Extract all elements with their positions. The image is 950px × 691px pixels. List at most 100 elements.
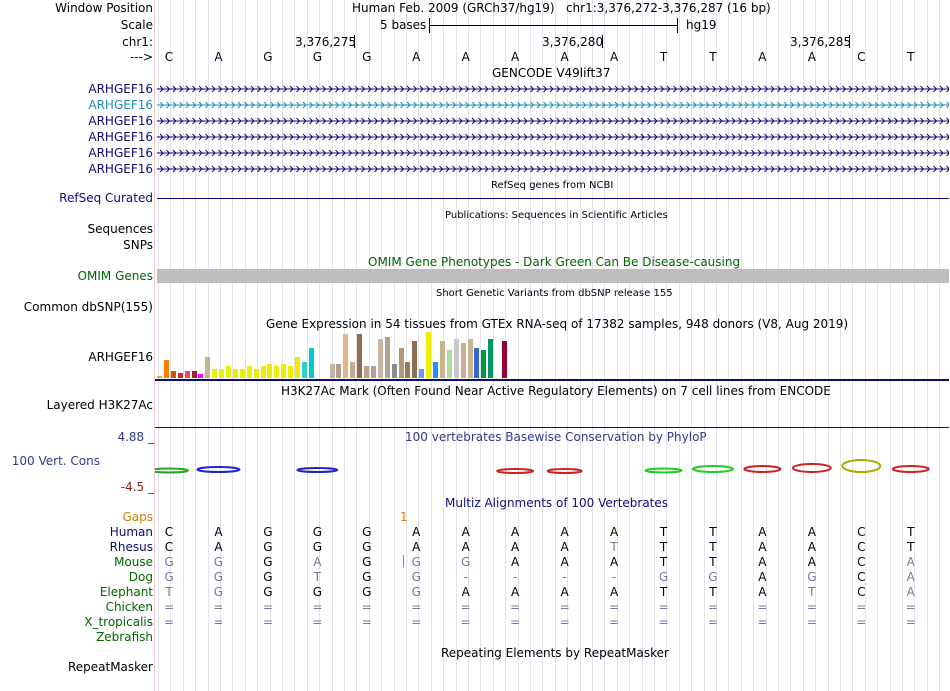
gridline [778, 0, 779, 691]
dna-base: A [412, 50, 421, 64]
gtex-tissue-bar[interactable] [177, 373, 183, 378]
gtex-tissue-bar[interactable] [232, 369, 238, 378]
gtex-tissue-bar[interactable] [446, 350, 452, 378]
omim-gene-bar[interactable] [157, 269, 949, 283]
gtex-tissue-bar[interactable] [412, 341, 418, 378]
alignment-base: G [213, 555, 224, 569]
gtex-gene-label[interactable]: ARHGEF16 [88, 350, 153, 364]
gtex-tissue-bar[interactable] [384, 337, 390, 378]
h3k27ac-label[interactable]: Layered H3K27Ac [46, 398, 153, 412]
gtex-tissue-bar[interactable] [495, 373, 501, 378]
alignment-base: = [757, 600, 768, 614]
gencode-transcript-line[interactable] [157, 149, 949, 157]
species-label[interactable]: Zebrafish [96, 630, 153, 644]
gtex-tissue-bar[interactable] [226, 366, 231, 378]
species-label[interactable]: X_tropicalis [84, 615, 153, 629]
gencode-transcript-label[interactable]: ARHGEF16 [88, 82, 153, 96]
gtex-tissue-bar[interactable] [343, 334, 349, 378]
alignment-base: = [213, 615, 224, 629]
refseq-curated-label[interactable]: RefSeq Curated [59, 191, 153, 205]
gtex-tissue-bar[interactable] [260, 366, 266, 378]
gtex-tissue-bar[interactable] [336, 364, 342, 378]
gridline [319, 0, 321, 691]
gencode-transcript-label[interactable]: ARHGEF16 [88, 114, 153, 128]
coord-tick [354, 35, 355, 48]
gencode-transcript-label[interactable]: ARHGEF16 [88, 98, 153, 112]
gencode-transcript-label[interactable]: ARHGEF16 [88, 130, 153, 144]
gtex-tissue-bar[interactable] [467, 339, 473, 378]
gtex-tissue-bar[interactable] [295, 357, 300, 378]
species-label[interactable]: Rhesus [109, 540, 153, 554]
gtex-tissue-bar[interactable] [198, 374, 204, 378]
gencode-transcript-line[interactable] [157, 133, 949, 141]
phylop-base-glyph [496, 468, 535, 474]
gtex-tissue-bar[interactable] [439, 341, 445, 378]
gtex-tissue-bar[interactable] [288, 366, 294, 378]
gtex-tissue-bar[interactable] [308, 348, 314, 378]
alignment-base: G [411, 585, 421, 599]
gridline [244, 0, 246, 691]
gtex-tissue-bar[interactable] [219, 369, 225, 378]
publications-sequences-label[interactable]: Sequences [87, 222, 153, 236]
gtex-tissue-bar[interactable] [157, 376, 162, 378]
gtex-tissue-bar[interactable] [239, 369, 245, 378]
gtex-tissue-bar[interactable] [398, 348, 404, 378]
gtex-tissue-bar[interactable] [212, 369, 218, 378]
species-label[interactable]: Human [109, 525, 153, 539]
gtex-tissue-bar[interactable] [357, 334, 363, 378]
refseq-gene-line[interactable] [157, 198, 949, 199]
gtex-tissue-bar[interactable] [163, 360, 169, 378]
gtex-tissue-bar[interactable] [281, 364, 287, 378]
gtex-tissue-bar[interactable] [170, 371, 176, 378]
gtex-tissue-bar[interactable] [184, 371, 190, 378]
gtex-tissue-bar[interactable] [405, 362, 411, 378]
phylop-label[interactable]: 100 Vert. Cons [11, 454, 100, 468]
gtex-bar-chart[interactable] [157, 332, 532, 378]
omim-genes-label[interactable]: OMIM Genes [77, 269, 153, 283]
gtex-tissue-bar[interactable] [460, 343, 466, 378]
gtex-tissue-bar[interactable] [426, 332, 432, 378]
gencode-transcript-label[interactable]: ARHGEF16 [88, 162, 153, 176]
gtex-tissue-bar[interactable] [267, 364, 273, 378]
gtex-tissue-bar[interactable] [481, 350, 487, 378]
alignment-base: A [214, 540, 223, 554]
gencode-transcript-line[interactable] [157, 165, 949, 173]
gtex-tissue-bar[interactable] [377, 339, 383, 378]
species-label[interactable]: Mouse [114, 555, 153, 569]
species-label[interactable]: Dog [128, 570, 153, 584]
gtex-tissue-bar[interactable] [246, 366, 252, 378]
gtex-tissue-bar[interactable] [301, 362, 307, 378]
gtex-tissue-bar[interactable] [370, 366, 376, 378]
gtex-tissue-bar[interactable] [274, 366, 280, 378]
gtex-tissue-bar[interactable] [350, 362, 356, 378]
gridline [406, 0, 407, 691]
dbsnp-label[interactable]: Common dbSNP(155) [23, 300, 153, 314]
gtex-tissue-bar[interactable] [502, 341, 507, 378]
gtex-tissue-bar[interactable] [433, 362, 438, 378]
gtex-tissue-bar[interactable] [253, 369, 259, 378]
repeatmasker-label[interactable]: RepeatMasker [67, 660, 153, 674]
alignment-base: A [807, 525, 816, 539]
gtex-tissue-bar[interactable] [329, 364, 335, 378]
publications-snps-label[interactable]: SNPs [123, 238, 153, 252]
gtex-tissue-bar[interactable] [488, 339, 494, 378]
gencode-transcript-line[interactable] [157, 117, 949, 125]
gtex-tissue-bar[interactable] [205, 357, 211, 378]
gtex-tissue-bar[interactable] [419, 369, 425, 378]
phylop-logo-track[interactable] [155, 452, 950, 478]
gridline [220, 0, 221, 691]
gtex-tissue-bar[interactable] [364, 366, 369, 378]
species-label[interactable]: Chicken [105, 600, 153, 614]
species-label[interactable]: Elephant [99, 585, 153, 599]
scale-bar-left-tick [429, 18, 430, 33]
gencode-transcript-line[interactable] [157, 101, 949, 109]
gencode-transcript-line[interactable] [157, 85, 949, 93]
gtex-tissue-bar[interactable] [453, 339, 459, 378]
alignment-base: - [463, 570, 468, 584]
gtex-tissue-bar[interactable] [391, 364, 397, 378]
gtex-tissue-bar[interactable] [191, 371, 197, 378]
gtex-tissue-bar[interactable] [474, 348, 480, 378]
gencode-transcript-label[interactable]: ARHGEF16 [88, 146, 153, 160]
alignment-base: T [709, 540, 717, 554]
